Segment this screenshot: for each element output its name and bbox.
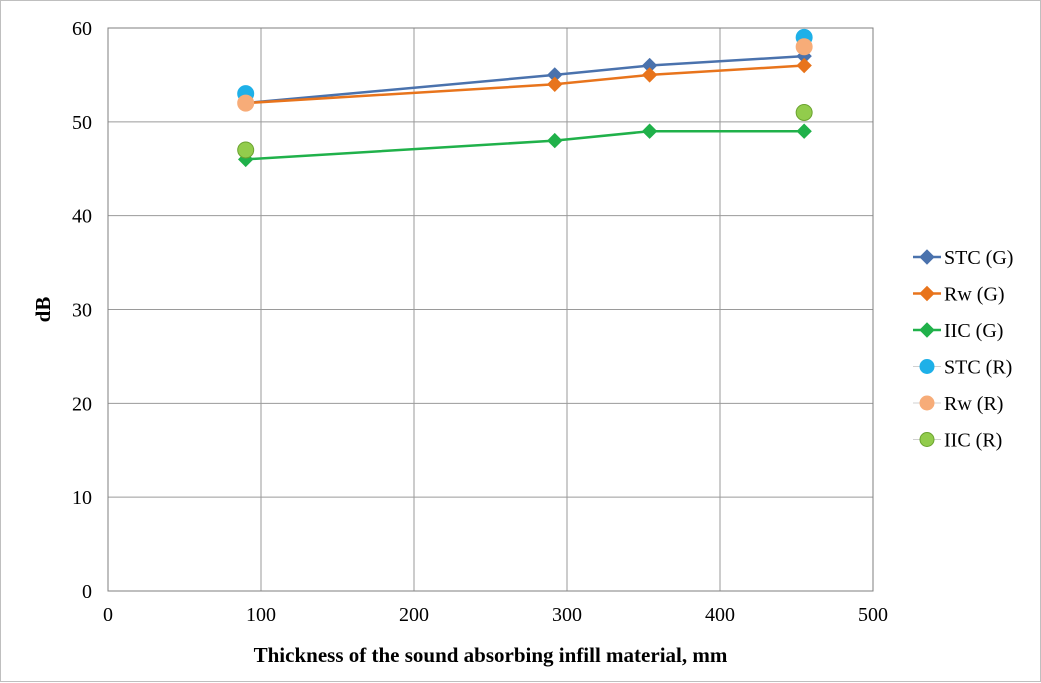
x-tick-label: 200: [399, 604, 429, 626]
data-point-iic-g: [796, 123, 812, 139]
plot-area-border: [107, 27, 874, 592]
legend-label-rw-g: Rw (G): [944, 284, 1005, 306]
y-tick-label: 60: [72, 18, 92, 40]
series-line-rw-g: [245, 64, 805, 105]
y-tick-label: 0: [82, 581, 92, 603]
legend-marker-rw-r: [919, 395, 935, 411]
x-tick-label: 300: [552, 604, 582, 626]
legend-marker-iic-g: [919, 322, 935, 338]
data-point-rw-r: [795, 38, 813, 56]
data-point-iic-r: [237, 141, 255, 159]
data-point-iic-r: [795, 103, 813, 121]
legend-label-iic-g: IIC (G): [944, 320, 1003, 342]
legend-label-iic-r: IIC (R): [944, 430, 1002, 452]
legend-label-rw-r: Rw (R): [944, 393, 1003, 415]
x-tick-label: 500: [858, 604, 888, 626]
data-point-rw-g: [796, 57, 812, 74]
data-point-iic-g: [641, 123, 658, 139]
y-axis-title: dB: [31, 297, 55, 323]
data-point-iic-g: [547, 132, 563, 149]
x-tick-label: 0: [103, 604, 113, 626]
x-tick-label: 400: [705, 604, 735, 626]
y-tick-label: 40: [72, 206, 92, 228]
y-tick-label: 50: [72, 112, 92, 134]
legend-label-stc-r: STC (R): [944, 357, 1012, 379]
series-line-iic-g: [245, 129, 805, 161]
data-point-rw-g: [641, 67, 658, 83]
series-line-stc-g: [245, 54, 805, 105]
y-tick-label: 20: [72, 393, 92, 415]
legend-marker-stc-g: [919, 249, 935, 265]
x-tick-label: 100: [246, 604, 276, 626]
data-point-rw-r: [237, 94, 255, 112]
legend-label-stc-g: STC (G): [944, 247, 1013, 269]
legend-marker-stc-r: [919, 359, 935, 374]
x-axis-title: Thickness of the sound absorbing infill …: [254, 643, 728, 667]
data-point-rw-g: [547, 76, 563, 93]
y-tick-label: 30: [72, 300, 92, 322]
legend-marker-iic-r: [919, 432, 935, 447]
y-tick-label: 10: [72, 487, 92, 509]
legend-marker-rw-g: [919, 285, 935, 302]
